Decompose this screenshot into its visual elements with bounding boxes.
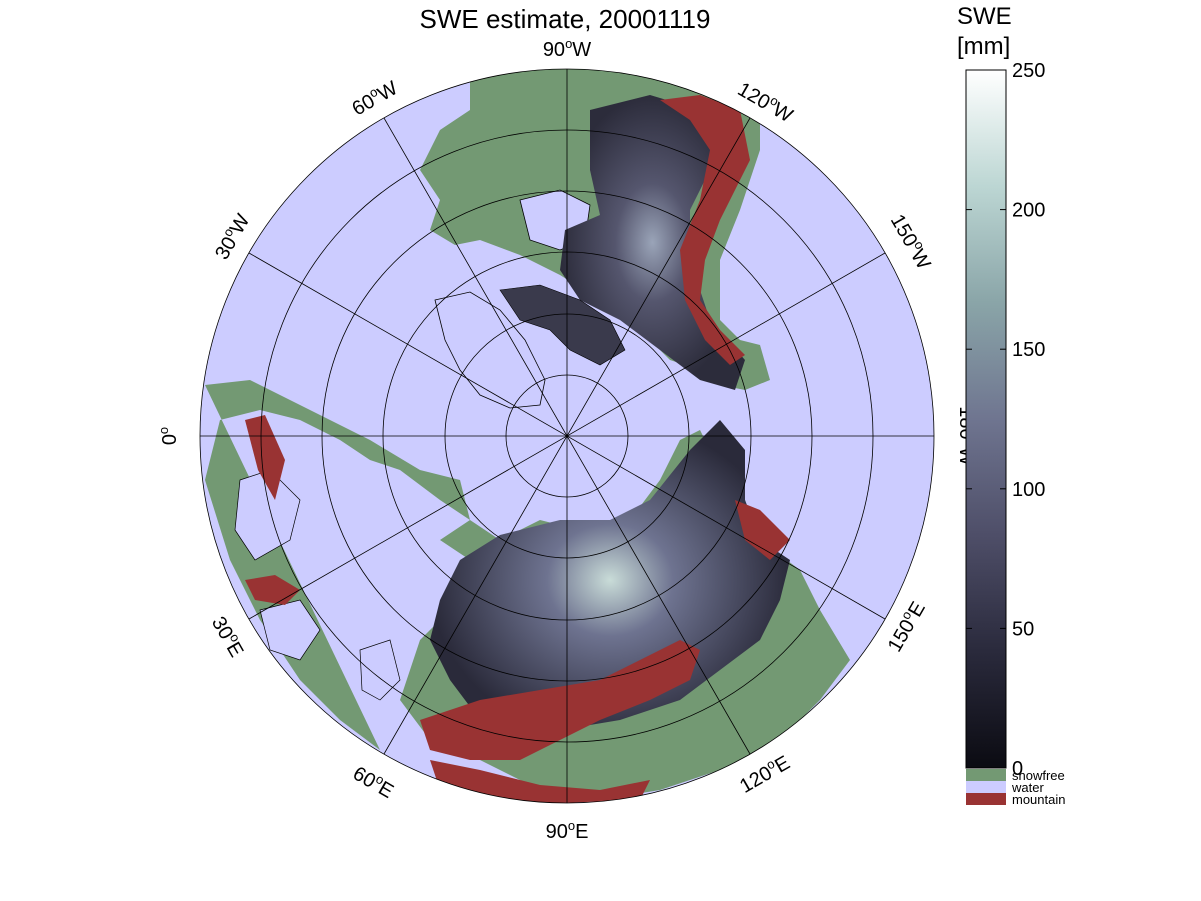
lon-label-150w: 150oW: [886, 209, 937, 273]
lon-label-90w: 90oW: [543, 36, 591, 61]
central-asia-mountain: [420, 640, 700, 760]
lon-label-30e: 30oE: [207, 611, 250, 661]
himalaya-mountain: [430, 760, 650, 803]
lon-label-90e: 90oE: [546, 818, 589, 843]
lon-label-0: 0o: [156, 427, 181, 445]
colorbar-title-line1: SWE: [957, 3, 1012, 30]
siberia-snow: [430, 420, 790, 740]
greenland-ice: [434, 291, 546, 409]
graticule: [199, 68, 935, 804]
far-east-mountain: [735, 500, 790, 560]
lon-label-180w: 180oW: [955, 406, 980, 466]
land-layer: [205, 69, 850, 803]
colorbar-title-line2: [mm]: [957, 33, 1011, 60]
lon-label-60e: 60oE: [349, 760, 399, 803]
black-sea: [259, 599, 321, 661]
caspian-sea: [359, 639, 401, 701]
map-title: SWE estimate, 20001119: [419, 4, 711, 34]
colorbar-title: SWE [mm]: [957, 2, 1012, 62]
rockies-mountain: [660, 95, 750, 365]
